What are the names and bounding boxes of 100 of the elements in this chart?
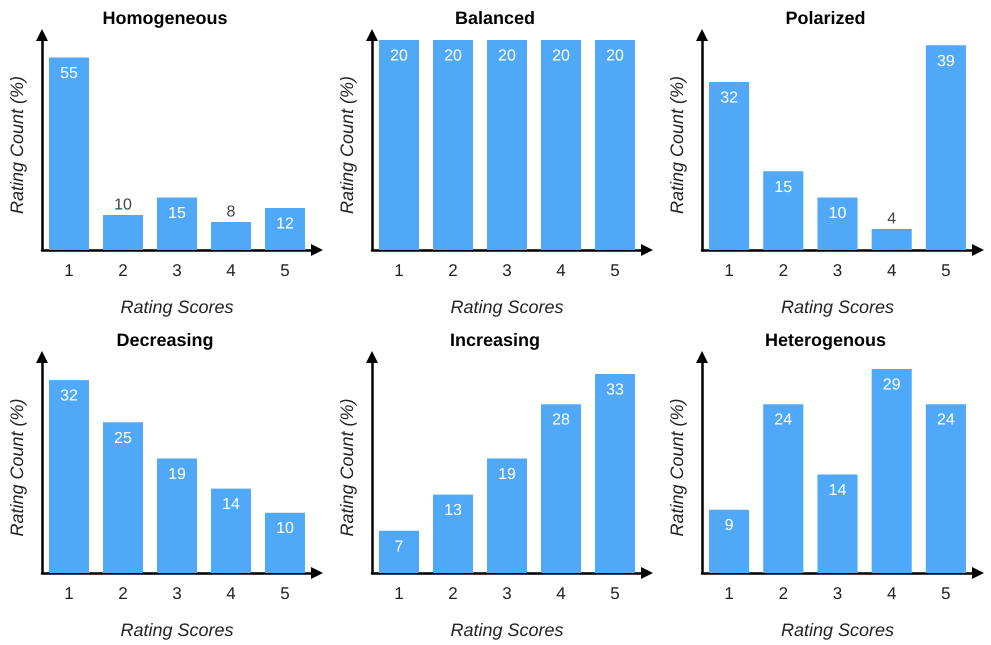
x-tick-label: 3: [172, 261, 182, 280]
x-tick-label: 1: [724, 584, 734, 603]
x-tick-label: 3: [832, 584, 842, 603]
x-tick-label: 5: [610, 584, 620, 603]
y-axis-title: Rating Count (%): [7, 76, 27, 214]
x-axis-title: Rating Scores: [780, 620, 894, 640]
bar: [379, 530, 419, 573]
x-tick-label: 4: [556, 584, 566, 603]
data-label: 20: [444, 48, 462, 64]
bar: [49, 58, 89, 250]
data-label: 15: [168, 205, 186, 222]
x-tick-label: 2: [778, 584, 788, 603]
data-label: 24: [774, 412, 792, 429]
x-tick-label: 3: [502, 584, 512, 603]
chart-title: Increasing: [450, 330, 540, 350]
data-label: 20: [552, 48, 570, 64]
bar: [157, 458, 197, 573]
x-tick-label: 1: [394, 584, 404, 603]
y-axis-title: Rating Count (%): [667, 398, 687, 537]
bar: [872, 369, 912, 573]
x-tick-label: 2: [118, 261, 128, 280]
data-label: 39: [937, 52, 955, 70]
x-tick-label: 4: [886, 584, 896, 603]
bar: [709, 82, 750, 250]
x-tick-label: 5: [610, 261, 620, 280]
data-label: 19: [168, 466, 186, 483]
x-axis-title: Rating Scores: [450, 297, 564, 317]
x-tick-label: 2: [448, 584, 458, 603]
data-label: 20: [498, 48, 516, 64]
bar: [595, 374, 635, 573]
x-tick-label: 3: [832, 261, 842, 280]
data-label: 14: [222, 496, 240, 514]
chart-title: Homogeneous: [102, 8, 228, 28]
data-label: 12: [276, 216, 294, 232]
bar: [211, 488, 251, 573]
data-label: 8: [226, 204, 236, 220]
bar: [103, 215, 143, 250]
bar: [763, 171, 804, 250]
data-label: 10: [828, 205, 846, 222]
bar: [817, 198, 858, 250]
y-axis-title: Rating Count (%): [337, 76, 357, 214]
x-tick-label: 2: [448, 261, 458, 280]
data-label: 32: [60, 388, 78, 405]
x-tick-label: 5: [280, 261, 290, 280]
data-label: 20: [390, 48, 408, 64]
x-tick-label: 5: [280, 584, 290, 603]
data-label: 32: [720, 90, 738, 106]
data-label: 10: [276, 520, 294, 538]
x-tick-label: 2: [778, 261, 788, 280]
bar: [49, 380, 89, 573]
data-label: 20: [606, 48, 624, 64]
x-tick-label: 5: [941, 584, 951, 603]
y-axis-title: Rating Count (%): [337, 398, 357, 537]
chart-title: Polarized: [785, 8, 866, 28]
x-tick-label: 2: [118, 584, 128, 603]
x-tick-label: 5: [941, 261, 951, 280]
data-label: 25: [114, 430, 132, 447]
data-label: 4: [887, 210, 896, 228]
chart-title: Heterogenous: [764, 330, 886, 350]
bar: [872, 229, 912, 250]
bar: [103, 422, 143, 573]
x-tick-label: 3: [172, 584, 182, 603]
x-tick-label: 3: [502, 261, 512, 280]
data-label: 9: [724, 517, 734, 534]
data-label: 55: [60, 65, 78, 82]
x-tick-label: 4: [556, 261, 566, 280]
data-label: 28: [552, 412, 570, 429]
bar: [433, 494, 473, 573]
x-tick-label: 1: [394, 261, 404, 280]
bar: [487, 458, 527, 573]
bar: [926, 45, 966, 250]
data-label: 29: [882, 376, 901, 394]
bar: [157, 198, 197, 250]
bar: [926, 404, 966, 573]
x-tick-label: 4: [886, 261, 896, 280]
data-label: 15: [774, 178, 792, 196]
bar: [709, 510, 750, 573]
x-tick-label: 1: [64, 584, 74, 603]
x-axis-title: Rating Scores: [450, 620, 564, 640]
y-axis-title: Rating Count (%): [7, 398, 27, 537]
bar: [817, 474, 858, 573]
x-axis-title: Rating Scores: [120, 297, 234, 317]
data-label: 33: [606, 382, 624, 399]
data-label: 19: [498, 466, 516, 483]
data-label: 7: [394, 538, 404, 556]
bar: [211, 222, 251, 250]
x-axis-title: Rating Scores: [780, 297, 894, 317]
y-axis-title: Rating Count (%): [667, 76, 687, 214]
x-axis-title: Rating Scores: [120, 620, 234, 640]
bar: [763, 404, 804, 573]
data-label: 24: [937, 412, 955, 429]
x-tick-label: 1: [64, 261, 74, 280]
x-tick-label: 4: [226, 584, 236, 603]
x-tick-label: 4: [226, 261, 236, 280]
data-label: 14: [828, 482, 846, 500]
bar: [265, 512, 305, 573]
chart-title: Decreasing: [116, 330, 214, 350]
x-tick-label: 1: [724, 261, 734, 280]
data-label: 10: [114, 196, 132, 214]
bar: [541, 404, 581, 573]
